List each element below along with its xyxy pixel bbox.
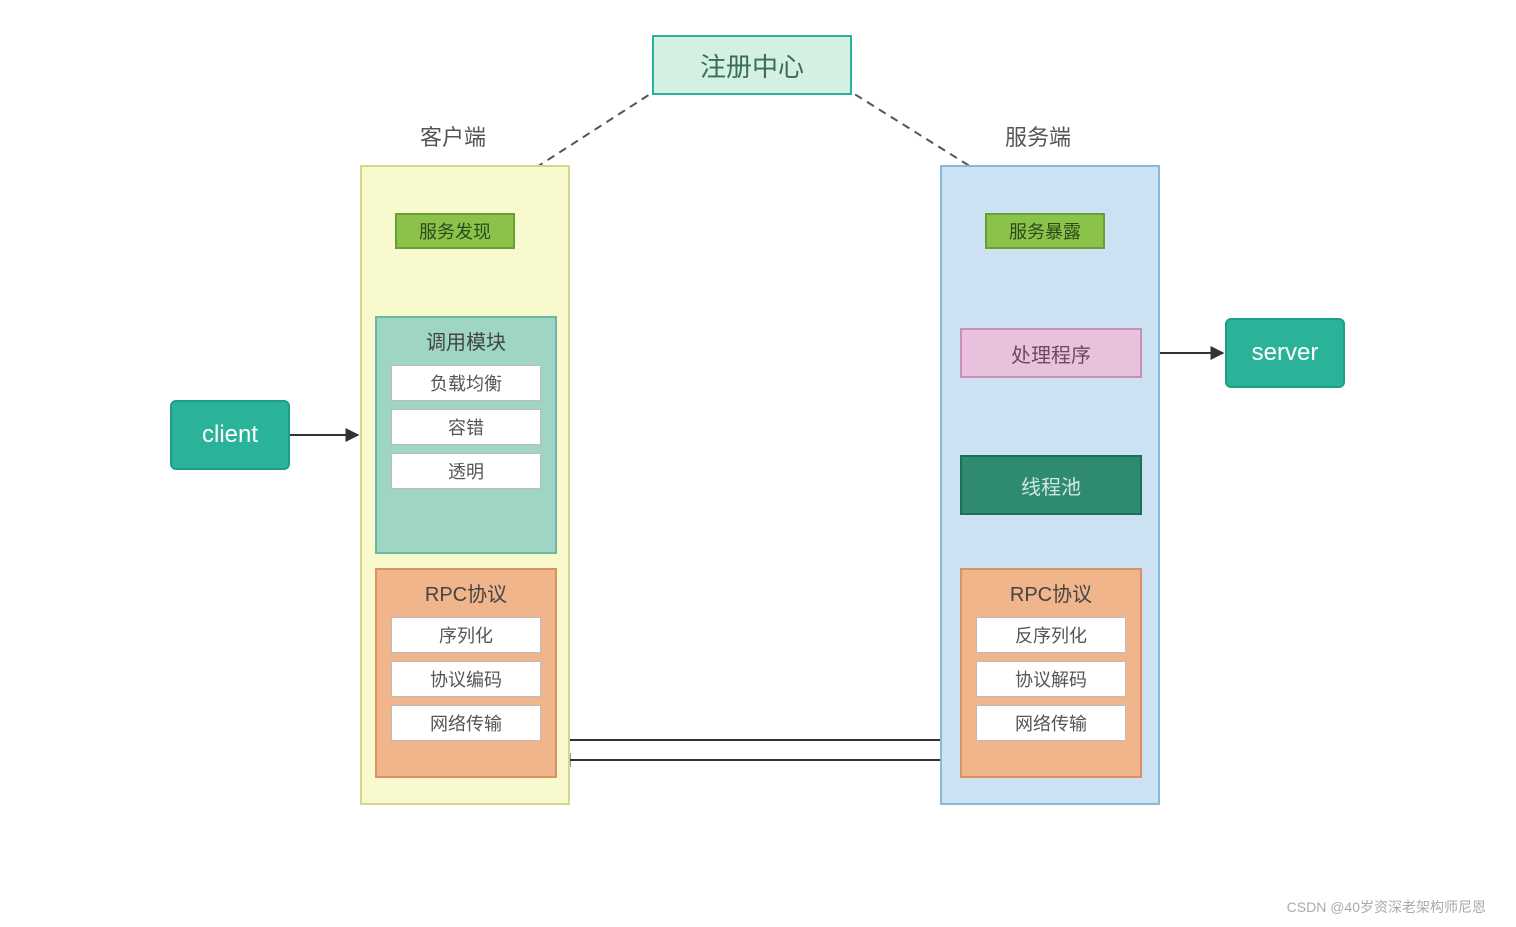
client-panel-title: 客户端 — [420, 120, 486, 152]
rpc-client-panel: RPC协议 序列化 协议编码 网络传输 — [375, 568, 557, 778]
service-discovery-node: 服务发现 — [395, 213, 515, 249]
server-panel-title: 服务端 — [1005, 120, 1071, 152]
rpc-server-item: 协议解码 — [976, 661, 1126, 697]
rpc-server-title: RPC协议 — [962, 578, 1140, 607]
client-ext-label: client — [202, 421, 258, 449]
rpc-server-item: 反序列化 — [976, 617, 1126, 653]
rpc-client-item: 协议编码 — [391, 661, 541, 697]
registry-center-node: 注册中心 — [652, 35, 852, 95]
threadpool-node: 线程池 — [960, 455, 1142, 515]
rpc-server-panel: RPC协议 反序列化 协议解码 网络传输 — [960, 568, 1142, 778]
server-external-node: server — [1225, 318, 1345, 388]
invoke-module-panel: 调用模块 负载均衡 容错 透明 — [375, 316, 557, 554]
registry-label: 注册中心 — [700, 47, 804, 84]
rpc-client-item: 序列化 — [391, 617, 541, 653]
service-discovery-label: 服务发现 — [419, 218, 491, 244]
rpc-client-item: 网络传输 — [391, 705, 541, 741]
rpc-server-item: 网络传输 — [976, 705, 1126, 741]
watermark-text: CSDN @40岁资深老架构师尼恩 — [1287, 897, 1486, 917]
rpc-client-title: RPC协议 — [377, 578, 555, 607]
client-external-node: client — [170, 400, 290, 470]
handler-node: 处理程序 — [960, 328, 1142, 378]
invoke-module-title: 调用模块 — [377, 326, 555, 355]
threadpool-label: 线程池 — [1021, 471, 1081, 500]
invoke-item: 容错 — [391, 409, 541, 445]
service-expose-node: 服务暴露 — [985, 213, 1105, 249]
invoke-item: 负载均衡 — [391, 365, 541, 401]
invoke-item: 透明 — [391, 453, 541, 489]
service-expose-label: 服务暴露 — [1009, 218, 1081, 244]
server-ext-label: server — [1252, 339, 1319, 367]
handler-label: 处理程序 — [1011, 339, 1091, 368]
